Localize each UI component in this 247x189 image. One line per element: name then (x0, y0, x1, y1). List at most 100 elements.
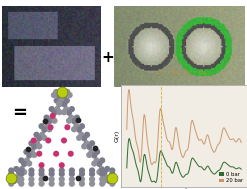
Point (80, 125, 84, 128)
Point (9, 176, 13, 179)
Point (100, 182, 104, 185)
Point (80, 173, 84, 176)
Point (60, 169, 64, 172)
Point (70, 182, 74, 185)
Point (45, 125, 49, 128)
Point (100, 173, 104, 176)
Point (58, 111, 62, 114)
Point (65, 126, 69, 129)
Y-axis label: G(r): G(r) (115, 130, 120, 142)
Point (68, 94, 72, 97)
Point (76, 119, 80, 122)
Point (52, 119, 56, 122)
Text: =: = (12, 104, 27, 122)
Point (15, 176, 19, 179)
Point (92, 162, 96, 165)
Point (17, 179, 21, 182)
Point (105, 176, 109, 179)
Point (70, 178, 74, 181)
Point (26, 148, 30, 151)
Legend: 0 bar, 20 bar: 0 bar, 20 bar (218, 171, 244, 184)
Point (90, 182, 94, 185)
Point (82, 145, 86, 148)
Point (90, 178, 94, 181)
Point (55, 108, 59, 111)
Point (9, 169, 13, 172)
Point (37, 137, 41, 140)
Point (9, 178, 13, 181)
Point (54, 152, 58, 155)
Point (60, 173, 64, 176)
Point (58, 103, 62, 106)
Point (35, 133, 39, 136)
Point (67, 119, 71, 122)
Point (19, 178, 23, 181)
Point (57, 102, 61, 105)
Point (60, 91, 64, 94)
Point (40, 169, 43, 172)
Point (77, 128, 81, 131)
Point (103, 179, 106, 182)
Point (22, 170, 26, 174)
Point (100, 178, 104, 181)
Text: C$_k$$\cdot\cdot\cdot$O$_g$  O$_g$$\cdot\cdot\cdot$O$_g$: C$_k$$\cdot\cdot\cdot$O$_g$ O$_g$$\cdot\… (156, 69, 207, 79)
Point (95, 150, 99, 153)
Point (92, 154, 96, 157)
Point (103, 171, 106, 174)
Point (40, 173, 43, 176)
Point (46, 139, 50, 142)
Point (29, 169, 33, 172)
Point (89, 150, 93, 153)
Point (62, 102, 66, 105)
Point (90, 173, 94, 176)
Point (87, 145, 91, 148)
Point (62, 94, 66, 97)
Point (110, 173, 114, 176)
Point (49, 126, 53, 129)
Point (50, 116, 54, 119)
Point (110, 178, 114, 181)
Point (95, 159, 99, 162)
Text: CO$_2$ LOADING: CO$_2$ LOADING (152, 0, 206, 1)
Point (29, 182, 33, 185)
Point (25, 159, 29, 162)
Point (52, 94, 56, 97)
Point (27, 162, 31, 165)
Point (42, 128, 46, 131)
Point (12, 180, 16, 183)
Point (17, 171, 21, 174)
Point (60, 91, 64, 94)
Point (37, 152, 41, 155)
Point (110, 176, 114, 179)
Point (60, 91, 64, 94)
Point (45, 116, 49, 119)
Point (105, 167, 109, 170)
Point (72, 120, 76, 123)
Point (87, 153, 91, 156)
Point (70, 169, 74, 172)
Point (9, 173, 13, 176)
Point (9, 182, 13, 185)
Point (19, 182, 23, 185)
Point (110, 169, 114, 172)
Point (90, 142, 94, 145)
Point (51, 114, 55, 117)
Point (60, 164, 64, 167)
Point (22, 162, 26, 165)
Point (47, 128, 51, 131)
Point (42, 120, 46, 123)
Point (19, 173, 23, 176)
Point (32, 153, 36, 156)
Point (110, 176, 114, 179)
Point (72, 128, 76, 131)
Point (60, 178, 64, 181)
Point (77, 136, 81, 139)
Point (19, 169, 23, 172)
Point (110, 182, 114, 185)
Point (100, 167, 103, 170)
Point (40, 133, 44, 136)
Point (50, 169, 54, 172)
Point (70, 108, 74, 111)
Point (35, 142, 39, 145)
Point (100, 159, 104, 162)
